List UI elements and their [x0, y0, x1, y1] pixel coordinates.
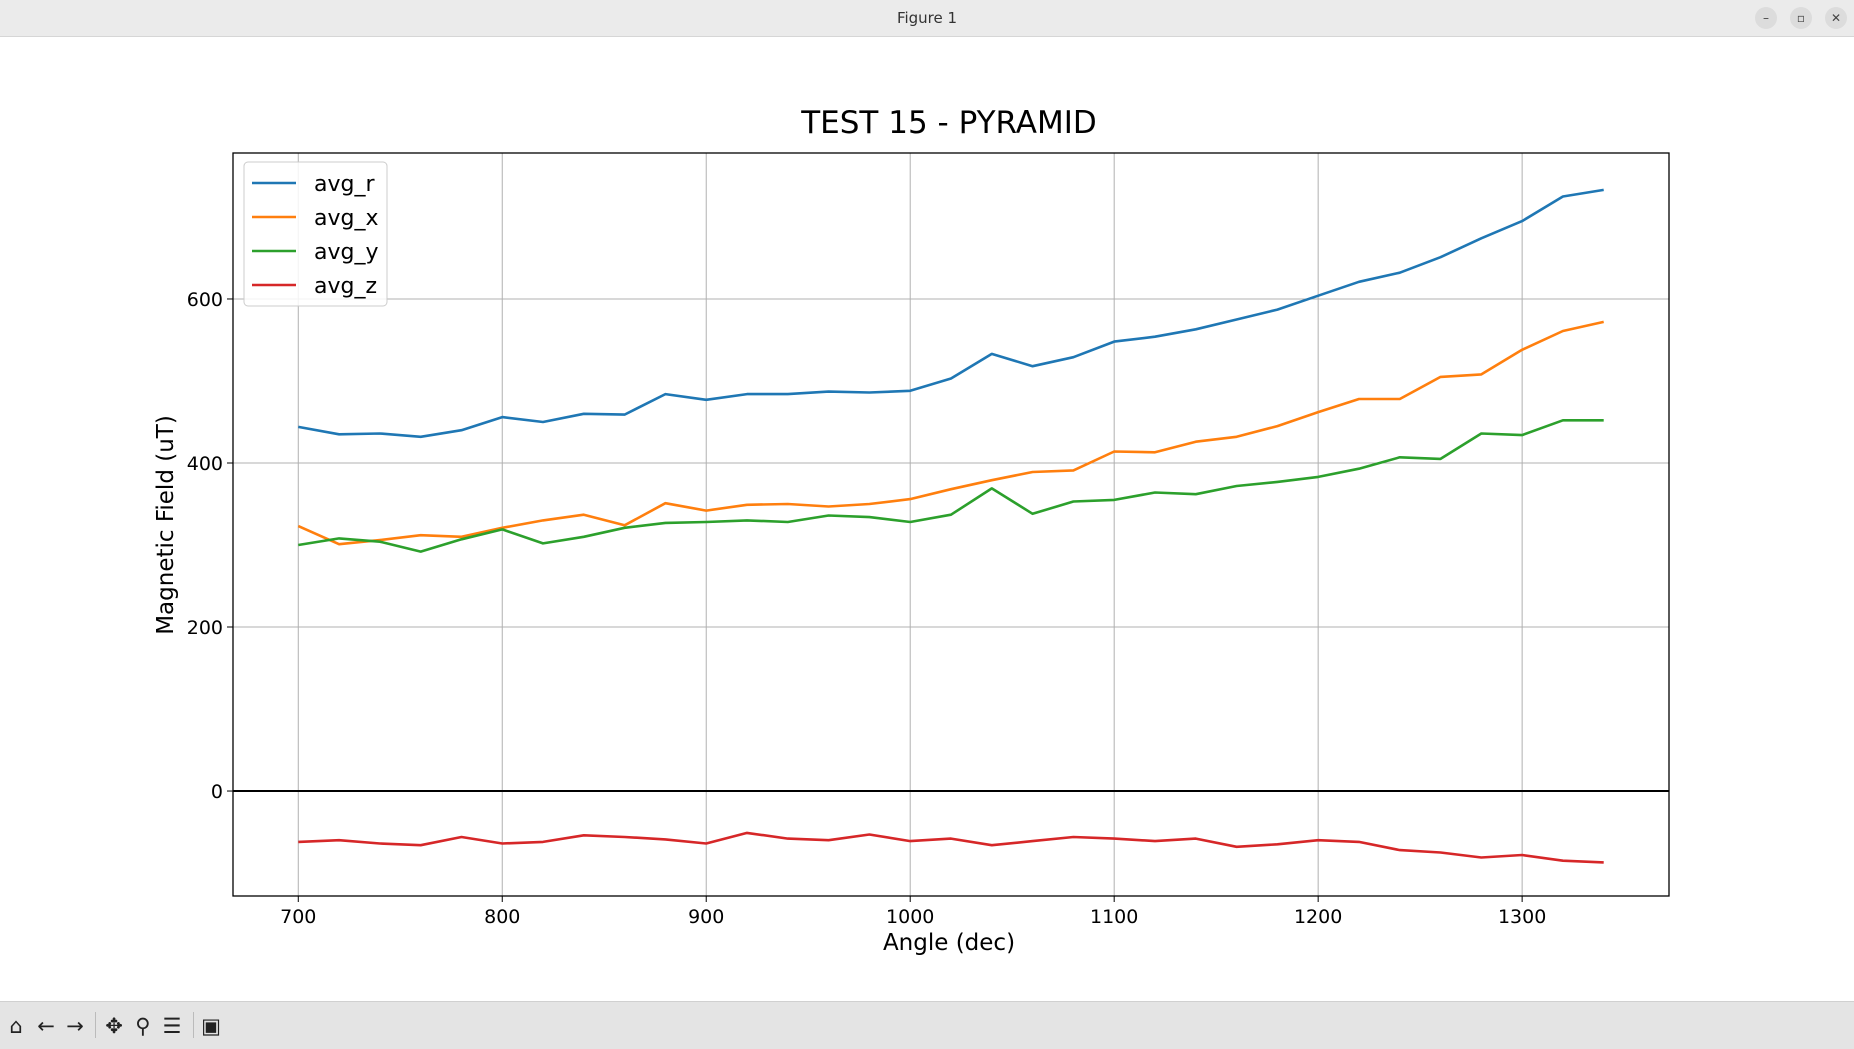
legend: avg_r avg_x avg_y avg_z [243, 161, 388, 307]
plot-frame [232, 152, 1670, 897]
y-tick-label: 200 [187, 617, 223, 639]
window-title: Figure 1 [896, 9, 958, 27]
legend-box [243, 161, 388, 307]
line-chart: 700 800 900 1000 1100 1200 1300 0 200 400 600 TES… [153, 105, 1670, 956]
window-titlebar: Figure 1 – ▫ ✕ [0, 0, 1854, 37]
chart-title: TEST 15 - PYRAMID [800, 105, 1097, 141]
move-icon[interactable]: ✥ [105, 1014, 123, 1038]
x-tick-label: 900 [688, 906, 724, 928]
home-icon[interactable]: ⌂ [9, 1014, 23, 1038]
legend-label-avg_x: avg_x [314, 206, 379, 231]
legend-label-avg_r: avg_r [314, 172, 375, 197]
navigation-toolbar: ⌂ ← → ✥ ⚲ ☰ ▣ [0, 1001, 1854, 1049]
x-axis-ticks: 700 800 900 1000 1100 1200 1300 [280, 896, 1546, 928]
figure-canvas: 700 800 900 1000 1100 1200 1300 0 200 400 600 TES… [0, 37, 1854, 1001]
y-tick-label: 600 [187, 289, 223, 311]
y-axis-label: Magnetic Field (uT) [153, 415, 179, 635]
minimize-button[interactable]: – [1755, 7, 1777, 29]
y-tick-label: 0 [211, 781, 223, 803]
toolbar-divider [95, 1012, 96, 1038]
sliders-icon[interactable]: ☰ [162, 1014, 182, 1038]
series-line-avg_x [297, 320, 1604, 546]
x-tick-label: 700 [280, 906, 316, 928]
legend-label-avg_y: avg_y [314, 240, 379, 265]
magnifier-icon[interactable]: ⚲ [135, 1014, 151, 1038]
arrow-left-icon[interactable]: ← [37, 1014, 55, 1038]
floppy-disk-icon[interactable]: ▣ [201, 1014, 221, 1038]
grid-lines [233, 153, 1669, 896]
legend-label-avg_z: avg_z [314, 274, 377, 299]
series-line-avg_r [298, 188, 1604, 439]
maximize-button[interactable]: ▫ [1790, 7, 1812, 29]
series-line-avg_y [298, 418, 1604, 553]
x-tick-label: 1100 [1090, 906, 1138, 928]
series-lines [297, 188, 1604, 864]
y-axis-ticks: 0 200 400 600 [187, 289, 233, 803]
x-tick-label: 1000 [886, 906, 934, 928]
x-axis-label: Angle (dec) [883, 930, 1015, 956]
series-line-avg_z [298, 831, 1604, 864]
x-tick-label: 800 [484, 906, 520, 928]
arrow-right-icon[interactable]: → [66, 1014, 84, 1038]
y-tick-label: 400 [187, 453, 223, 475]
toolbar-divider [193, 1012, 194, 1038]
x-tick-label: 1300 [1498, 906, 1546, 928]
x-tick-label: 1200 [1294, 906, 1342, 928]
close-button[interactable]: ✕ [1825, 7, 1847, 29]
